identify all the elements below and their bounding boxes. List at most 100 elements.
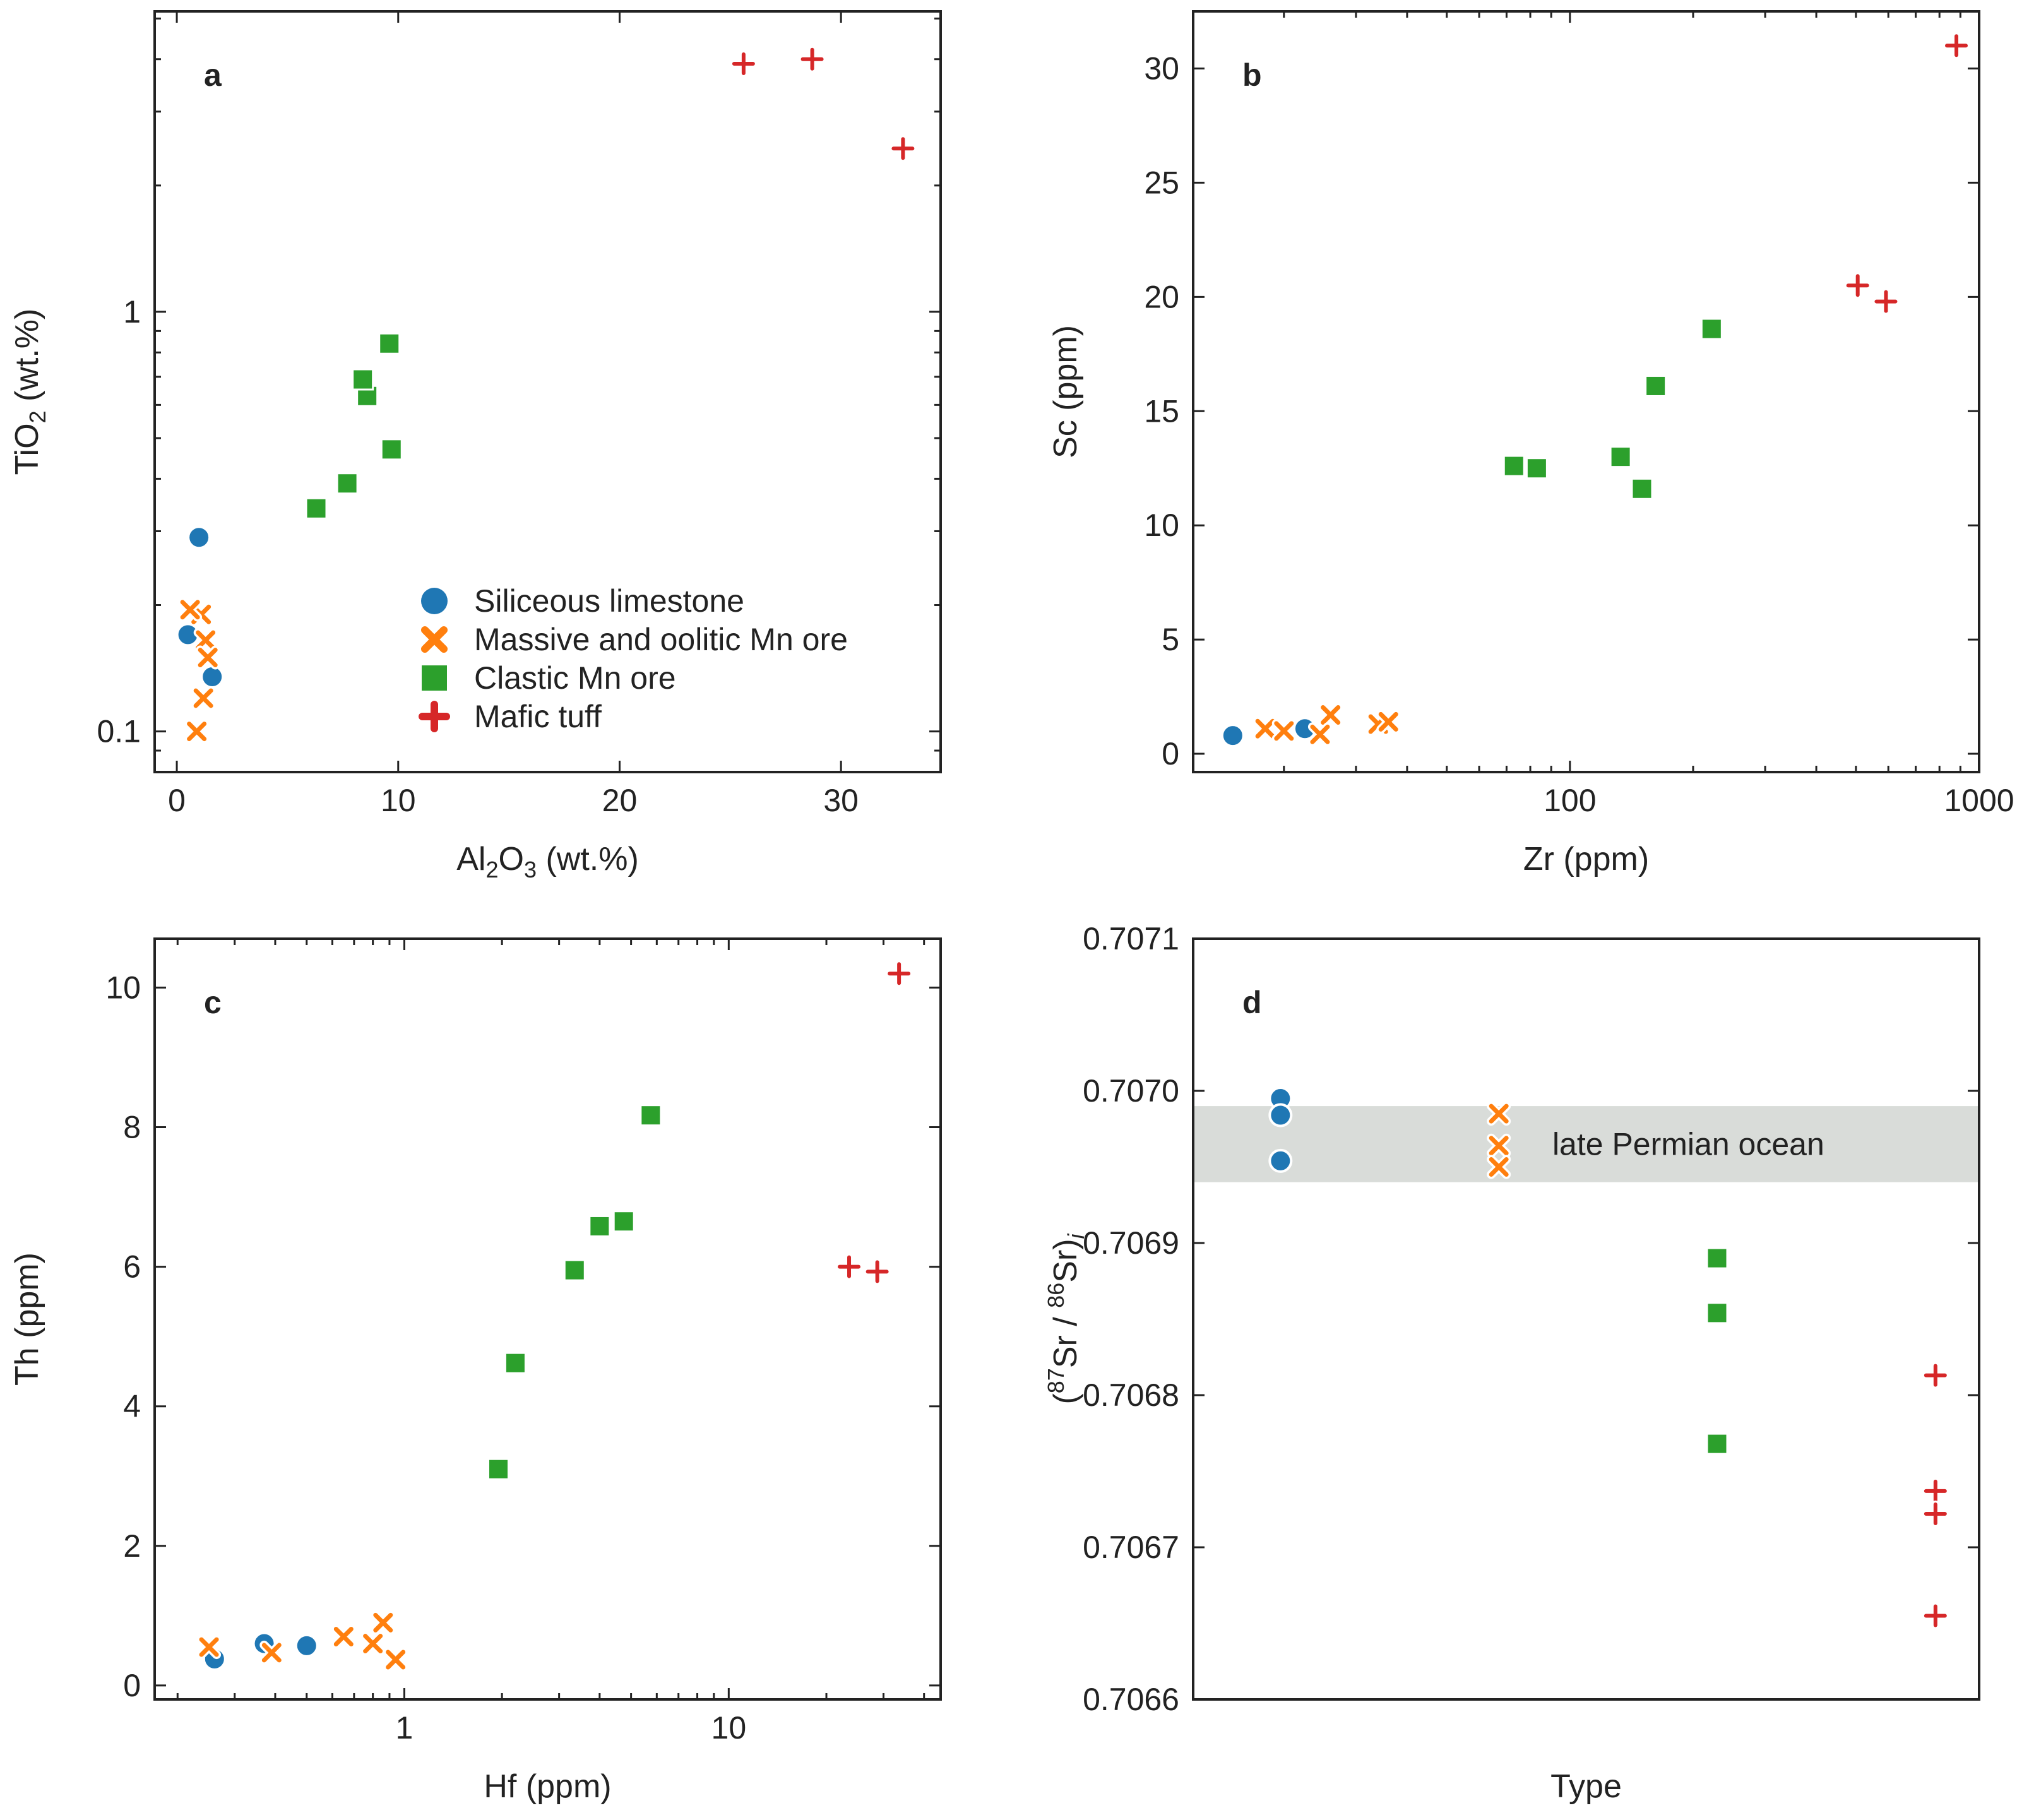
point-massive (371, 1610, 395, 1635)
panel-letter: b (1242, 57, 1262, 93)
x-axis-label: Zr (ppm) (1523, 841, 1649, 877)
panel-letter: d (1242, 985, 1262, 1020)
y-tick-label: 0.7070 (1083, 1073, 1179, 1109)
y-tick-label: 20 (1144, 279, 1179, 314)
y-tick-label: 0 (123, 1668, 141, 1703)
y-axis-label: Sc (ppm) (1047, 325, 1084, 458)
point-clastic (1609, 446, 1632, 468)
point-clastic (1525, 457, 1548, 480)
point-mafic (836, 1253, 863, 1280)
point-massive (178, 597, 203, 622)
x-axis-label: Type (1550, 1768, 1622, 1805)
x-tick-label: 0 (168, 783, 186, 818)
point-massive (1318, 703, 1343, 727)
y-tick-label: 0.7067 (1083, 1530, 1179, 1565)
y-tick-label: 15 (1144, 393, 1179, 429)
point-massive (331, 1624, 356, 1649)
point-mafic (1872, 288, 1900, 315)
point-siliceous (200, 664, 225, 689)
x-tick-label: 10 (711, 1710, 747, 1746)
x-tick-label: 20 (602, 783, 638, 818)
y-tick-label: 8 (123, 1109, 141, 1145)
x-axis-label: Al2O3 (wt.%) (456, 841, 639, 883)
point-mafic (890, 135, 917, 162)
y-tick-label: 25 (1144, 165, 1179, 200)
y-axis-label: (87Sr / 86Sr)i (1043, 1233, 1089, 1404)
point-massive (383, 1647, 408, 1672)
y-tick-label: 0.7071 (1083, 921, 1179, 956)
legend-item-mafic: Mafic tuff (419, 699, 602, 734)
point-massive (193, 628, 218, 653)
y-tick-label: 10 (105, 970, 141, 1005)
data-points (197, 960, 913, 1672)
point-clastic (378, 332, 401, 355)
point-siliceous (187, 525, 211, 550)
point-massive (197, 1635, 222, 1660)
point-mafic (1922, 1500, 1949, 1527)
y-tick-label: 6 (123, 1249, 141, 1285)
point-massive (1487, 1102, 1511, 1126)
point-clastic (612, 1210, 635, 1233)
point-clastic (305, 497, 328, 520)
legend-label: Siliceous limestone (474, 583, 744, 619)
data-points (1220, 32, 1970, 748)
panel-d: late Permian ocean 0.7066 0.7067 0.7068 0.70… (1043, 921, 1980, 1805)
point-massive (191, 686, 216, 710)
data-points (1268, 1086, 1949, 1629)
point-mafic (1922, 1477, 1949, 1504)
y-tick-label: 10 (1144, 508, 1179, 543)
point-massive (1376, 710, 1401, 734)
y-tick-label: 2 (123, 1528, 141, 1564)
y-axis-label: TiO2 (wt.%) (9, 309, 51, 475)
point-clastic (1631, 477, 1653, 500)
y-tick-label: 30 (1144, 51, 1179, 86)
point-massive (1271, 718, 1296, 743)
band-label: late Permian ocean (1552, 1126, 1824, 1162)
panel-c: 1 10 0 2 4 6 8 10 c Hf (ppm) Th (ppm) (9, 937, 942, 1805)
ocean-band (1193, 1106, 1979, 1182)
legend-item-massive: Massive and oolitic Mn ore (421, 622, 848, 657)
point-massive (259, 1640, 284, 1665)
plot-frame (1192, 10, 1980, 773)
panel-letter: a (204, 57, 222, 93)
x-tick-label: 30 (823, 783, 859, 818)
x-axis-label: Hf (ppm) (484, 1768, 611, 1805)
point-mafic (799, 45, 826, 73)
legend-plus-marker (419, 701, 450, 732)
y-tick-label: 1 (123, 294, 141, 330)
x-tick-label: 100 (1544, 783, 1596, 818)
point-mafic (1943, 32, 1970, 59)
x-tick-label: 10 (381, 783, 416, 818)
point-massive (1307, 722, 1332, 747)
point-clastic (1700, 318, 1723, 340)
point-mafic (1922, 1362, 1949, 1389)
point-siliceous (1220, 723, 1245, 748)
point-clastic (380, 438, 403, 461)
legend-item-clastic: Clastic Mn ore (422, 660, 676, 696)
point-clastic (1502, 455, 1525, 477)
point-clastic (504, 1352, 527, 1374)
point-clastic (1706, 1247, 1728, 1270)
y-tick-label: 0 (1162, 736, 1179, 771)
y-tick-label: 0.7069 (1083, 1225, 1179, 1261)
panel-letter: c (204, 985, 222, 1020)
point-massive (184, 719, 209, 744)
point-siliceous (1268, 1148, 1293, 1173)
y-tick-label: 4 (123, 1389, 141, 1424)
point-clastic (1706, 1432, 1728, 1455)
point-massive (1253, 717, 1278, 741)
point-clastic (588, 1215, 611, 1237)
legend-circle-marker (421, 588, 448, 614)
y-tick-label: 5 (1162, 622, 1179, 657)
point-clastic (487, 1458, 509, 1480)
panel-b: 100 1000 0 5 10 15 20 25 30 b Zr (ppm) Sc (ppm) (1047, 10, 2014, 877)
y-tick-label: 0.7068 (1083, 1377, 1179, 1413)
point-siliceous (294, 1633, 319, 1658)
point-clastic (640, 1104, 662, 1127)
point-mafic (730, 51, 757, 78)
point-siliceous (1268, 1103, 1293, 1127)
point-mafic (864, 1258, 891, 1285)
legend-x-marker (421, 626, 448, 653)
